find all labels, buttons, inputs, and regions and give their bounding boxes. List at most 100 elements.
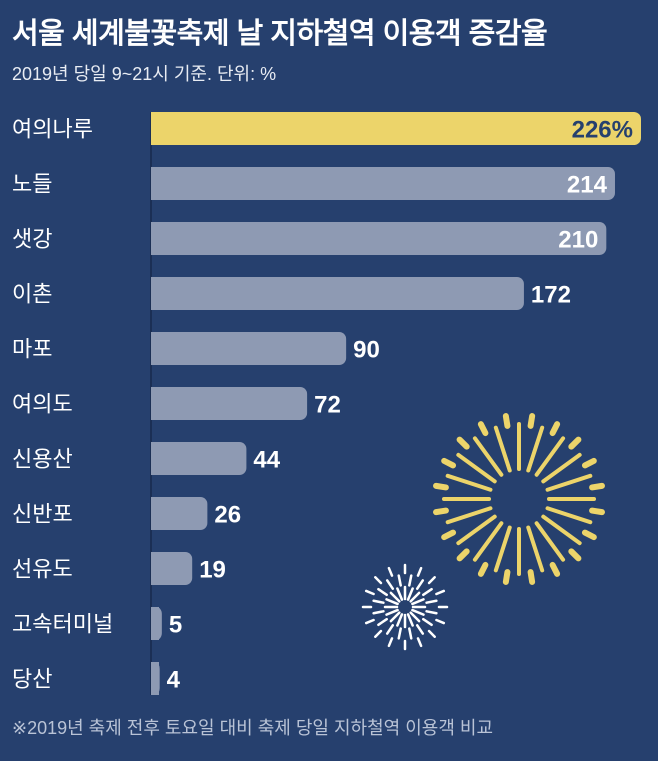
firework-spark	[387, 637, 394, 648]
bar-left-edge	[151, 167, 159, 200]
chart-title: 서울 세계불꽃축제 날 지하철역 이용객 증감율	[12, 18, 548, 50]
value-label: 214	[567, 172, 608, 199]
firework-spark	[422, 617, 433, 627]
value-label: 19	[199, 557, 226, 584]
firework-spark	[589, 482, 605, 491]
firework-spark	[549, 421, 561, 437]
bar	[151, 222, 607, 255]
firework-spark	[445, 473, 493, 492]
firework-spark	[385, 598, 399, 606]
firework-spark	[541, 452, 582, 484]
firework-spark	[374, 629, 383, 638]
category-label: 이촌	[12, 282, 52, 307]
firework-small-icon	[361, 563, 449, 651]
firework-spark	[422, 587, 433, 597]
firework-spark	[435, 589, 446, 596]
category-label: 여의나루	[12, 117, 93, 142]
bar-left-edge	[151, 332, 159, 365]
firework-spark	[387, 566, 394, 577]
firework-spark	[377, 587, 388, 597]
footnote: ※2019년 축제 전후 토요일 대비 축제 당일 지하철역 이용객 비교	[12, 718, 494, 738]
firework-spark	[456, 514, 497, 546]
value-label: 90	[353, 337, 380, 364]
firework-spark	[415, 624, 425, 635]
firework-spark	[477, 561, 489, 577]
category-label: 샛강	[12, 227, 52, 252]
firework-spark	[396, 613, 404, 627]
firework-spark	[526, 525, 545, 573]
firework-spark	[408, 627, 413, 640]
firework-spark	[377, 617, 388, 627]
category-label: 신반포	[12, 502, 73, 527]
firework-spark	[545, 506, 593, 525]
firework-spark	[397, 627, 402, 640]
firework-spark	[406, 587, 414, 601]
firework-spark	[541, 514, 582, 546]
firework-spark	[456, 452, 497, 484]
bar-left-edge	[151, 277, 159, 310]
firework-spark	[435, 618, 446, 625]
firework-spark	[411, 608, 425, 616]
value-label: 172	[531, 282, 571, 309]
firework-spark	[427, 576, 436, 585]
bar	[151, 332, 347, 365]
firework-spark	[527, 569, 536, 585]
bar	[151, 497, 208, 530]
firework-spark	[456, 436, 470, 450]
firework-spark	[372, 599, 385, 604]
value-label: 72	[314, 392, 341, 419]
bar	[151, 167, 615, 200]
value-label: 26	[214, 502, 241, 529]
firework-spark	[534, 436, 566, 477]
firework-spark	[433, 482, 449, 491]
firework-spark	[409, 611, 421, 623]
firework-spark	[589, 507, 605, 516]
firework-spark	[527, 413, 536, 429]
firework-spark	[568, 548, 582, 562]
bar-left-edge	[151, 442, 159, 475]
bar-left-edge	[151, 497, 159, 530]
bar-left-edge	[151, 607, 159, 640]
value-label: 210	[558, 227, 598, 254]
bar	[151, 442, 247, 475]
firework-spark	[477, 421, 489, 437]
firework-spark	[502, 413, 511, 429]
bar	[151, 387, 308, 420]
firework-spark	[472, 521, 504, 562]
firework-spark	[389, 611, 401, 623]
firework-spark	[364, 618, 375, 625]
firework-spark	[409, 591, 421, 603]
category-label: 선유도	[12, 557, 73, 582]
firework-spark	[493, 525, 512, 573]
firework-spark	[372, 610, 385, 615]
category-label: 당산	[12, 667, 52, 692]
firework-spark	[425, 599, 438, 604]
firework-spark	[406, 613, 414, 627]
firework-spark	[374, 576, 383, 585]
value-label: 5	[169, 612, 182, 639]
bar	[151, 552, 193, 585]
firework-spark	[441, 529, 457, 541]
firework-spark	[416, 566, 423, 577]
firework-spark	[385, 579, 395, 590]
firework-spark	[493, 425, 512, 473]
category-label: 여의도	[12, 392, 73, 417]
bar-left-edge	[151, 552, 159, 585]
value-label: 226%	[572, 117, 633, 144]
bar-left-edge	[151, 112, 159, 145]
firework-spark	[581, 457, 597, 469]
firework-spark	[545, 473, 593, 492]
firework-spark	[502, 569, 511, 585]
firework-spark	[425, 610, 438, 615]
bar-left-edge	[151, 662, 159, 695]
bar-left-edge	[151, 387, 159, 420]
firework-spark	[526, 425, 545, 473]
bar	[151, 277, 524, 310]
firework-spark	[581, 529, 597, 541]
firework-spark	[408, 574, 413, 587]
firework-spark	[549, 561, 561, 577]
firework-spark	[433, 507, 449, 516]
firework-spark	[534, 521, 566, 562]
firework-spark	[397, 574, 402, 587]
